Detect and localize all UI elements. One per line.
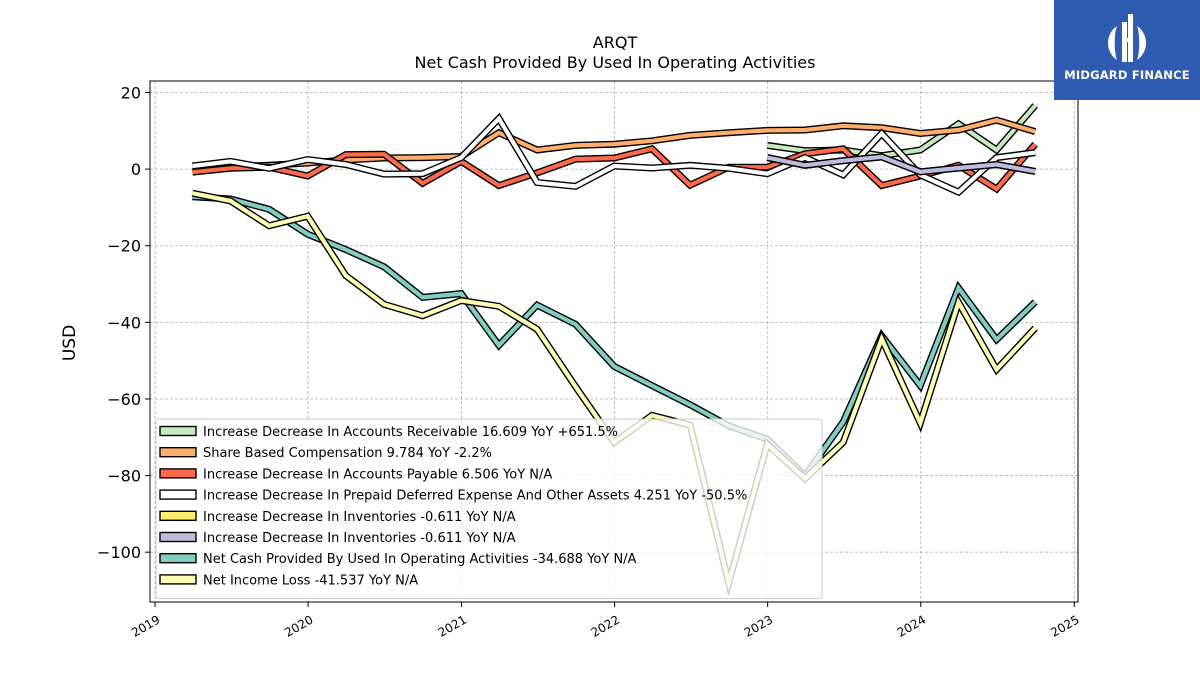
- series-3: [191, 112, 1036, 197]
- brand-name: MIDGARD FINANCE: [1064, 68, 1190, 82]
- legend-swatch: [159, 468, 197, 479]
- series-5: [766, 153, 1036, 176]
- brand-logo: MIDGARD FINANCE: [1054, 0, 1200, 100]
- legend-swatch: [159, 510, 197, 521]
- y-tick-label: −80: [107, 467, 141, 486]
- series-line: [766, 154, 1036, 174]
- legend-swatch: [159, 553, 197, 564]
- legend-item: Net Cash Provided By Used In Operating A…: [159, 552, 637, 567]
- legend-label: Net Income Loss -41.537 YoY N/A: [203, 573, 418, 588]
- legend-item: Increase Decrease In Inventories -0.611 …: [159, 531, 516, 546]
- legend-item: Increase Decrease In Inventories -0.611 …: [159, 510, 516, 525]
- legend-label: Increase Decrease In Accounts Payable 6.…: [203, 467, 552, 482]
- y-tick-label: 20: [121, 83, 141, 102]
- y-tick-label: −40: [107, 313, 141, 332]
- legend-item: Net Income Loss -41.537 YoY N/A: [159, 573, 418, 588]
- series-line: [192, 194, 1037, 479]
- legend-item: Increase Decrease In Accounts Receivable…: [159, 425, 618, 440]
- series-6: [192, 193, 1038, 481]
- y-tick-label: −100: [97, 543, 141, 562]
- legend-label: Increase Decrease In Inventories -0.611 …: [203, 510, 516, 525]
- midgard-logo-icon: [1108, 14, 1146, 62]
- y-axis-label: USD: [60, 325, 80, 361]
- legend-box: [155, 418, 823, 600]
- legend-item: Increase Decrease In Prepaid Deferred Ex…: [159, 489, 747, 504]
- legend-item: Increase Decrease In Accounts Payable 6.…: [159, 467, 552, 482]
- y-tick-label: −60: [107, 390, 141, 409]
- series-line: [192, 115, 1036, 195]
- legend-label: Increase Decrease In Inventories -0.611 …: [203, 531, 516, 546]
- y-tick-label: −20: [107, 237, 141, 256]
- chart-title: ARQT: [593, 33, 638, 52]
- legend-swatch: [159, 489, 197, 500]
- legend-label: Net Cash Provided By Used In Operating A…: [203, 552, 637, 567]
- legend-swatch: [159, 574, 197, 585]
- legend-swatch: [159, 447, 197, 458]
- chart-subtitle: Net Cash Provided By Used In Operating A…: [415, 53, 816, 72]
- legend-swatch: [159, 425, 197, 437]
- legend-label: Share Based Compensation 9.784 YoY -2.2%: [203, 446, 492, 461]
- plot-frame: [149, 80, 1079, 603]
- legend-swatch: [159, 531, 197, 543]
- legend: Increase Decrease In Accounts Receivable…: [155, 418, 823, 600]
- legend-label: Increase Decrease In Accounts Receivable…: [203, 425, 618, 440]
- y-tick-label: 0: [131, 160, 141, 179]
- legend-label: Increase Decrease In Prepaid Deferred Ex…: [203, 489, 747, 504]
- legend-item: Share Based Compensation 9.784 YoY -2.2%: [159, 446, 492, 461]
